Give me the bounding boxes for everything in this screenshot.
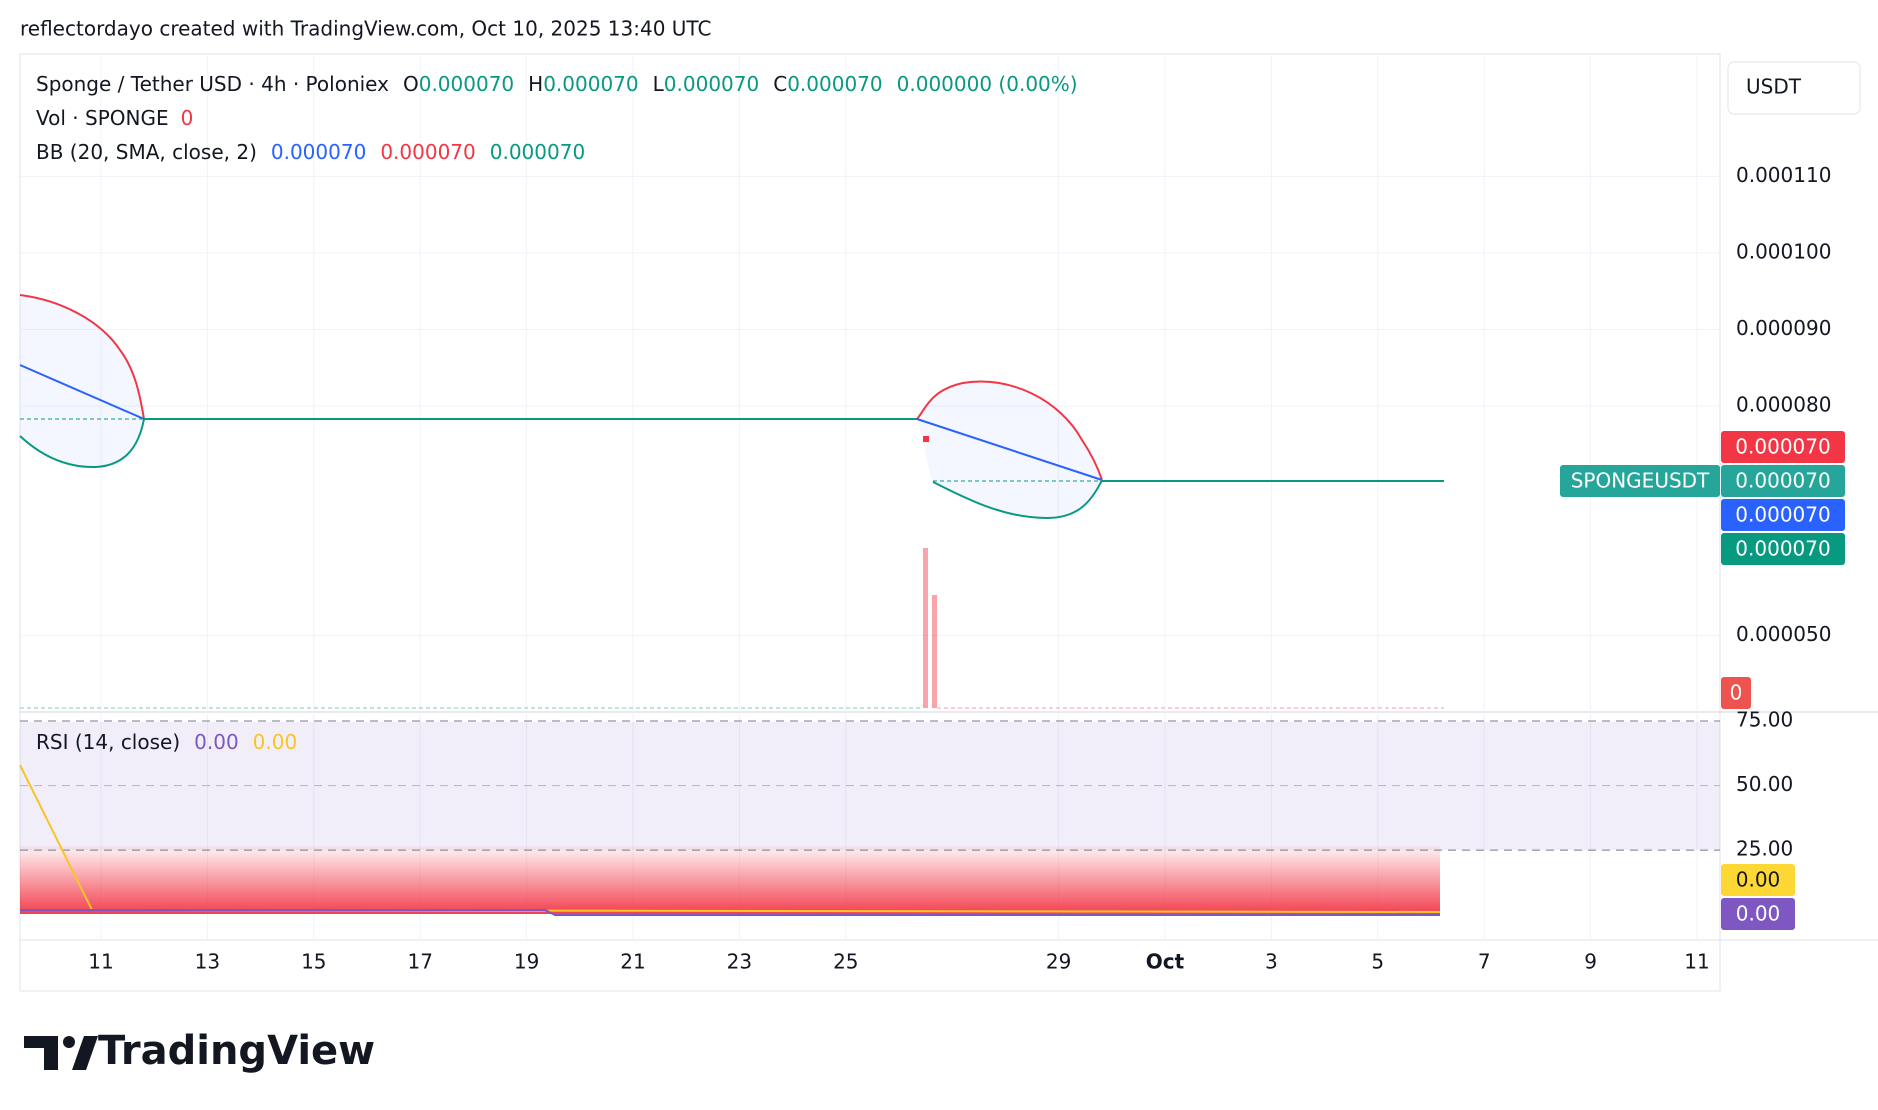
badge-bg (1721, 533, 1845, 565)
bb-basis (916, 418, 1103, 481)
x-tick-label: 13 (195, 950, 220, 974)
badge-bg (1560, 465, 1720, 497)
badge-bb-lower: 0.000070 (1735, 537, 1830, 561)
badge-rsi: 0.00 (1736, 902, 1781, 926)
x-tick-label: 29 (1046, 950, 1071, 974)
badge-volume: 0 (1730, 681, 1743, 705)
footer-brand: TradingView (98, 1028, 375, 1074)
x-tick-label: 15 (301, 950, 326, 974)
x-tick-label: Oct (1146, 950, 1185, 974)
y2-tick-label: 75.00 (1736, 708, 1793, 732)
bb-lower (932, 479, 1103, 520)
currency-button[interactable] (1727, 61, 1861, 115)
x-tick-label: 25 (833, 950, 858, 974)
legend-symbol: Sponge / Tether USD · 4h · Poloniex O0.00… (36, 72, 1078, 96)
badge-bg (1721, 677, 1751, 709)
badge-rsi-ma: 0.00 (1736, 868, 1781, 892)
volume-bar (932, 595, 937, 708)
x-tick-label: 7 (1478, 950, 1491, 974)
legend-rsi: RSI (14, close) 0.00 0.00 (36, 730, 297, 754)
x-tick-label: 11 (88, 950, 113, 974)
logo (24, 1036, 98, 1070)
badge-bg (1721, 431, 1845, 463)
bb-upper (19, 294, 145, 420)
y2-tick-label: 25.00 (1736, 837, 1793, 861)
bb-lower (19, 418, 145, 469)
y-tick-label: 0.000110 (1736, 163, 1831, 187)
badge-bg (1721, 864, 1795, 896)
x-tick-label: 11 (1684, 950, 1709, 974)
currency-label[interactable]: USDT (1746, 75, 1802, 99)
y-tick-label: 0.000080 (1736, 392, 1831, 416)
bb-basis (19, 364, 145, 420)
badge-symbol: SPONGEUSDT (1571, 469, 1710, 493)
bb-upper (916, 380, 1103, 481)
y-tick-label: 0.000090 (1736, 316, 1831, 340)
volume-bar (923, 548, 928, 708)
x-tick-label: 5 (1371, 950, 1384, 974)
legend-bb: BB (20, SMA, close, 2) 0.000070 0.000070 0.… (36, 140, 585, 164)
legend-volume: Vol · SPONGE 0 (36, 106, 193, 130)
y-tick-label: 0.000050 (1736, 622, 1831, 646)
candle (923, 436, 929, 442)
badge-bg (1721, 465, 1845, 497)
badge-bb-upper: 0.000070 (1735, 435, 1830, 459)
x-tick-label: 23 (727, 950, 752, 974)
badge-bg (1721, 499, 1845, 531)
header: reflectordayo created with TradingView.c… (20, 17, 711, 41)
badge-bg (1721, 898, 1795, 930)
badge-bb-basis: 0.000070 (1735, 503, 1830, 527)
x-tick-label: 17 (407, 950, 432, 974)
x-tick-label: 9 (1584, 950, 1597, 974)
y-tick-label: 0.000100 (1736, 239, 1831, 263)
rsi-levels (20, 720, 1720, 851)
bb-fill (20, 295, 144, 468)
badge-last: 0.000070 (1735, 469, 1830, 493)
rsi-line (20, 909, 1440, 916)
rsi-oversold-fill (20, 846, 1440, 914)
x-tick-label: 21 (620, 950, 645, 974)
x-tick-label: 3 (1265, 950, 1278, 974)
x-tick-label: 19 (514, 950, 539, 974)
y2-tick-label: 50.00 (1736, 772, 1793, 796)
